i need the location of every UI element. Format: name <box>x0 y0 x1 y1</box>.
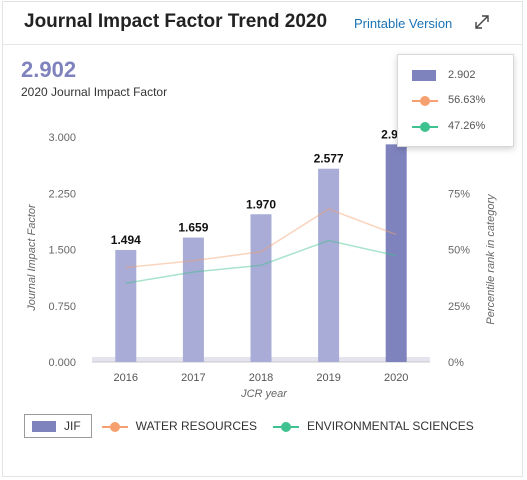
card-header: Journal Impact Factor Trend 2020 Printab… <box>3 2 522 45</box>
current-jif-caption: 2020 Journal Impact Factor <box>21 85 168 99</box>
y-tick-label: 2.250 <box>48 188 76 200</box>
x-tick-label: 2019 <box>316 372 340 384</box>
environmental-sciences-legend-icon <box>273 421 300 432</box>
y-tick-label: 0.750 <box>48 301 76 313</box>
tooltip-row-water-resources: 56.63% <box>412 92 485 108</box>
tooltip-jif-value: 2.902 <box>448 69 476 81</box>
legend-item-water-resources[interactable]: WATER RESOURCES <box>101 419 258 433</box>
jif-bar <box>318 168 340 362</box>
y2-tick-label: 25% <box>448 301 470 313</box>
legend-item-environmental-sciences[interactable]: ENVIRONMENTAL SCIENCES <box>273 419 474 433</box>
x-tick-label: 2018 <box>249 372 273 384</box>
legend-label-water-resources: WATER RESOURCES <box>135 419 258 433</box>
x-tick-label: 2016 <box>114 372 138 384</box>
chart-legend: JIF WATER RESOURCES ENVIRONMENTAL SCIENC… <box>24 414 490 438</box>
jif-bar <box>182 237 204 362</box>
tooltip-row-environmental-sciences: 47.26% <box>412 118 485 134</box>
tooltip-water-resources-value: 56.63% <box>448 94 486 106</box>
x-axis-title: JCR year <box>240 388 288 400</box>
y2-axis-title: Percentile rank in category <box>485 193 497 325</box>
expand-arrows-icon[interactable] <box>473 13 491 31</box>
y-tick-label: 0.000 <box>48 357 76 369</box>
water-resources-legend-icon <box>101 421 128 432</box>
jif-bar-value-label: 1.494 <box>111 233 141 247</box>
legend-item-jif[interactable]: JIF <box>24 414 92 438</box>
card-title: Journal Impact Factor Trend 2020 <box>24 11 328 32</box>
y2-tick-label: 0% <box>448 357 464 369</box>
jif-bar <box>115 249 137 362</box>
legend-label-environmental-sciences: ENVIRONMENTAL SCIENCES <box>307 419 474 433</box>
y2-tick-label: 50% <box>448 245 470 257</box>
tooltip-row-jif: 2.902 <box>412 67 476 83</box>
legend-label-jif: JIF <box>64 419 81 433</box>
jif-legend-swatch-icon <box>32 420 56 432</box>
current-jif-value: 2.902 <box>21 57 77 82</box>
x-tick-label: 2017 <box>181 372 205 384</box>
x-tick-label: 2020 <box>384 372 408 384</box>
jif-bar <box>250 214 272 362</box>
y-tick-label: 1.500 <box>48 245 76 257</box>
printable-version-link[interactable]: Printable Version <box>354 16 453 31</box>
jif-bar <box>385 144 407 362</box>
jif-bar-value-label: 2.577 <box>314 152 344 166</box>
jif-bar-value-label: 1.659 <box>178 221 208 235</box>
y2-tick-label: 75% <box>448 188 470 200</box>
water-resources-line-icon <box>412 95 438 106</box>
environmental-sciences-line-icon <box>412 121 438 132</box>
water-resources-line <box>125 208 397 269</box>
jif-swatch-icon <box>412 69 436 81</box>
environmental-sciences-line <box>125 239 397 284</box>
y-axis-title: Journal Impact Factor <box>26 203 38 312</box>
hover-tooltip: 2.902 56.63% 47.26% <box>397 54 514 147</box>
y-tick-label: 3.000 <box>48 132 76 144</box>
tooltip-environmental-sciences-value: 47.26% <box>448 120 486 132</box>
jif-bar-value-label: 1.970 <box>246 197 276 211</box>
